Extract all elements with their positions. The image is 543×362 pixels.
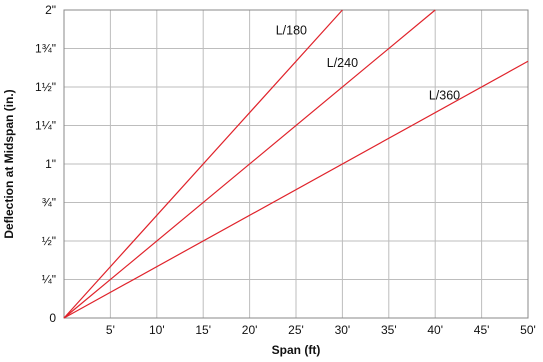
x-tick-label: 25' <box>288 323 304 337</box>
y-tick-label: ¼" <box>42 273 56 287</box>
x-tick-label: 20' <box>242 323 258 337</box>
x-axis-title: Span (ft) <box>272 343 321 357</box>
y-axis-title: Deflection at Midspan (in.) <box>2 89 16 238</box>
series-label-l-180: L/180 <box>276 24 307 38</box>
series-line-l-360 <box>63 60 529 319</box>
x-axis-tick-labels: 5' 10' 15' 20' 25' 30' 35' 40' 45' 50' <box>106 323 536 337</box>
series-line-l-180 <box>63 9 343 319</box>
y-tick-label: 1¼" <box>35 119 56 133</box>
grid-lines <box>64 9 529 319</box>
y-tick-label: 1" <box>45 157 56 171</box>
y-tick-label: 0 <box>49 311 56 325</box>
x-tick-label: 40' <box>427 323 443 337</box>
series-label-l-360: L/360 <box>429 88 460 102</box>
x-tick-label: 5' <box>106 323 115 337</box>
plot-frame <box>63 9 529 319</box>
y-tick-label: 1¾" <box>35 42 56 56</box>
x-tick-label: 15' <box>195 323 211 337</box>
x-tick-label: 30' <box>335 323 351 337</box>
y-tick-label: ½" <box>42 234 56 248</box>
y-tick-label: 2" <box>45 3 56 17</box>
series-lines <box>63 9 529 319</box>
series-label-l-240: L/240 <box>327 56 358 70</box>
y-axis-tick-labels: 0 ¼" ½" ¾" 1" 1¼" 1½" 1¾" 2" <box>35 3 56 325</box>
x-tick-label: 50' <box>520 323 536 337</box>
y-tick-label: 1½" <box>35 80 56 94</box>
series-labels: L/180 L/240 L/360 <box>276 24 460 103</box>
x-tick-label: 35' <box>381 323 397 337</box>
x-tick-label: 45' <box>474 323 490 337</box>
series-line-l-240 <box>63 9 436 319</box>
y-tick-label: ¾" <box>42 196 56 210</box>
x-tick-label: 10' <box>149 323 165 337</box>
